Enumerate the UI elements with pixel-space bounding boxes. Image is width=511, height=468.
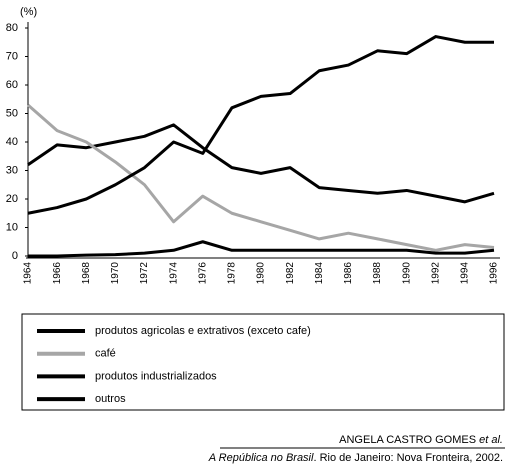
source-reference: A República no Brasil. Rio de Janeiro: N… [208, 452, 503, 464]
x-tick-label: 1988 [372, 262, 383, 285]
x-tick-label: 1976 [197, 262, 208, 285]
source-author: ANGELA CASTRO GOMES et al. [339, 434, 503, 446]
legend-label: produtos industrializados [95, 370, 217, 382]
x-tick-label: 1990 [401, 262, 412, 285]
series-line [28, 240, 495, 258]
y-tick-label: 10 [6, 221, 18, 233]
legend-label: produtos agricolas e extrativos (exceto … [95, 325, 311, 337]
series-line [27, 123, 495, 204]
y-tick-label: 30 [6, 164, 18, 176]
author: ANGELA CASTRO GOMES [339, 434, 476, 446]
et-al: et al. [479, 434, 503, 446]
y-tick-label: 60 [6, 79, 18, 91]
x-tick-label: 1972 [139, 262, 150, 285]
x-tick-label: 1992 [430, 262, 441, 285]
x-tick-label: 1996 [489, 262, 500, 285]
x-tick-label: 1964 [23, 262, 34, 285]
x-tick-label: 1986 [343, 262, 354, 285]
book-title: A República no Brasil [208, 452, 314, 464]
legend-label: café [95, 348, 116, 360]
x-tick-label: 1984 [314, 262, 325, 285]
y-tick-label: 80 [6, 22, 18, 34]
y-tick-label: 50 [6, 107, 18, 119]
x-tick-label: 1994 [460, 262, 471, 285]
x-tick-label: 1974 [168, 262, 179, 285]
x-tick-label: 1968 [81, 262, 92, 285]
y-axis-label: (%) [20, 6, 37, 18]
x-tick-label: 1982 [285, 262, 296, 285]
x-tick-label: 1970 [110, 262, 121, 285]
series-line [27, 35, 494, 215]
y-tick-label: 40 [6, 136, 18, 148]
x-tick-label: 1966 [52, 262, 63, 285]
publisher: . Rio de Janeiro: Nova Fronteira, 2002. [313, 452, 503, 464]
y-tick-label: 0 [12, 250, 18, 262]
series-line [27, 103, 495, 252]
legend-label: outros [95, 393, 126, 405]
y-tick-label: 20 [6, 193, 18, 205]
x-tick-label: 1980 [256, 262, 267, 285]
y-tick-label: 70 [6, 50, 18, 62]
legend-box [21, 313, 505, 411]
x-tick-label: 1978 [227, 262, 238, 285]
